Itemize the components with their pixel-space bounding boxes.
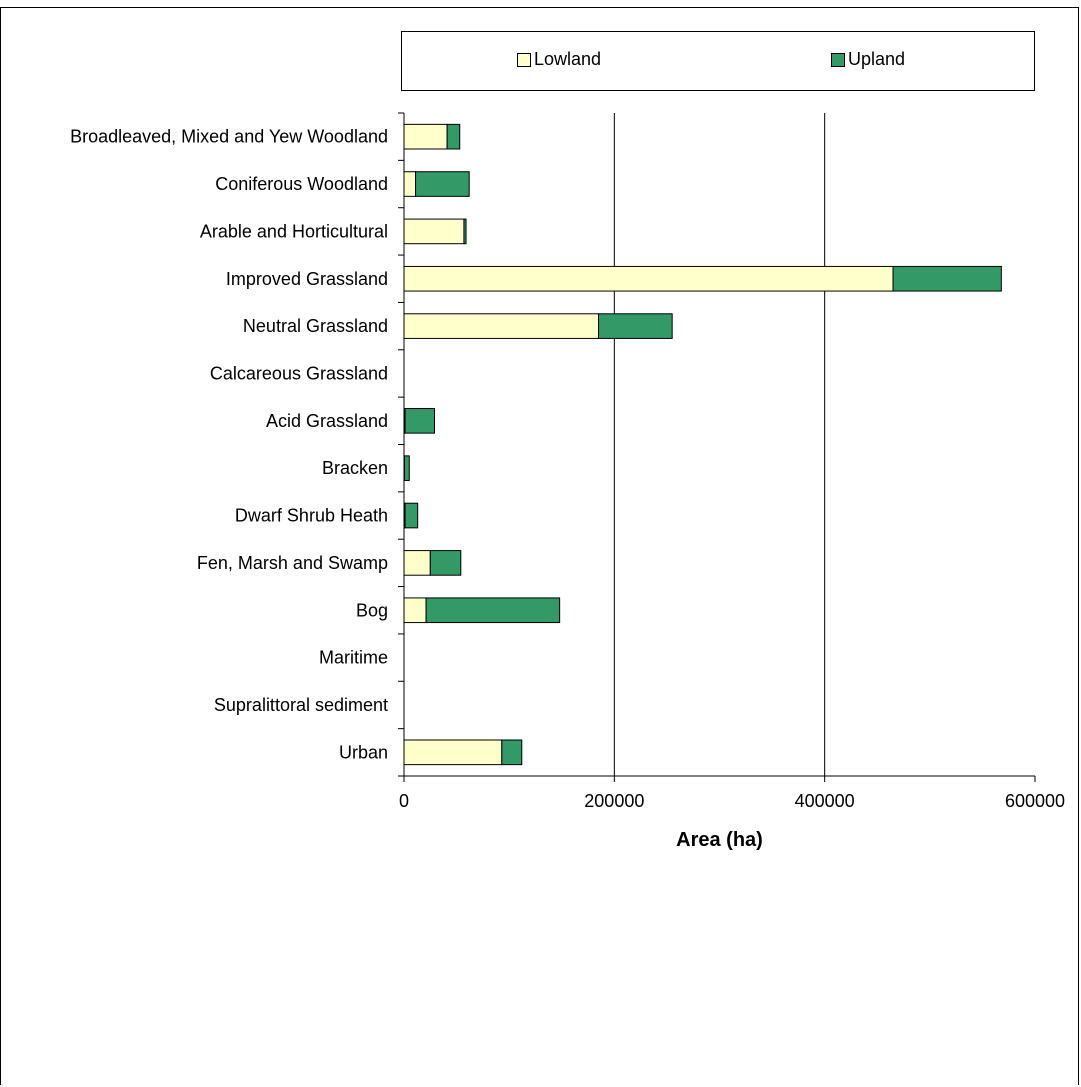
bar-lowland bbox=[403, 597, 427, 624]
bar-lowland bbox=[403, 550, 431, 576]
y-tick-label: Dwarf Shrub Heath bbox=[235, 506, 388, 526]
bar-upland bbox=[404, 455, 410, 481]
legend-swatch-upland bbox=[831, 52, 845, 67]
legend-item-upland: Upland bbox=[831, 49, 905, 70]
bar-upland bbox=[415, 171, 470, 197]
legend-label-lowland: Lowland bbox=[534, 49, 602, 69]
legend-item-lowland: Lowland bbox=[517, 49, 601, 70]
x-tick-label: 600000 bbox=[1005, 791, 1065, 811]
bar-upland bbox=[429, 550, 462, 576]
bar-upland bbox=[404, 408, 435, 434]
bar-upland bbox=[404, 502, 419, 529]
bar-lowland bbox=[403, 313, 600, 339]
bar-upland bbox=[425, 597, 561, 624]
y-tick-label: Broadleaved, Mixed and Yew Woodland bbox=[70, 127, 388, 147]
bar-upland bbox=[892, 265, 1002, 292]
bar-lowland bbox=[403, 739, 503, 766]
y-tick-label: Coniferous Woodland bbox=[215, 174, 388, 194]
x-axis-title: Area (ha) bbox=[676, 829, 763, 851]
x-tick-label: 0 bbox=[399, 791, 409, 811]
y-tick-label: Supralittoral sediment bbox=[214, 695, 388, 715]
y-tick-label: Maritime bbox=[319, 648, 388, 668]
y-tick-label: Fen, Marsh and Swamp bbox=[197, 553, 388, 573]
chart-frame bbox=[0, 7, 1079, 1085]
y-tick-label: Bracken bbox=[322, 458, 388, 478]
bar-upland bbox=[446, 123, 461, 150]
bar-lowland bbox=[403, 265, 894, 292]
bar-lowland bbox=[403, 171, 417, 197]
x-tick-label: 400000 bbox=[795, 791, 855, 811]
legend: Lowland Upland bbox=[401, 31, 1035, 91]
bar-lowland bbox=[403, 123, 448, 150]
y-tick-label: Urban bbox=[339, 742, 388, 762]
legend-swatch-lowland bbox=[517, 52, 531, 67]
y-tick-label: Bog bbox=[356, 600, 388, 620]
y-tick-label: Improved Grassland bbox=[226, 269, 388, 289]
x-tick-label: 200000 bbox=[584, 791, 644, 811]
bar-upland bbox=[463, 218, 467, 245]
y-tick-label: Arable and Horticultural bbox=[200, 221, 388, 241]
y-tick-label: Calcareous Grassland bbox=[210, 363, 388, 383]
bar-upland bbox=[598, 313, 673, 339]
y-tick-label: Acid Grassland bbox=[266, 411, 388, 431]
legend-label-upland: Upland bbox=[848, 49, 906, 69]
bar-lowland bbox=[403, 218, 465, 245]
y-tick-label: Neutral Grassland bbox=[243, 316, 388, 336]
bar-upland bbox=[501, 739, 523, 766]
